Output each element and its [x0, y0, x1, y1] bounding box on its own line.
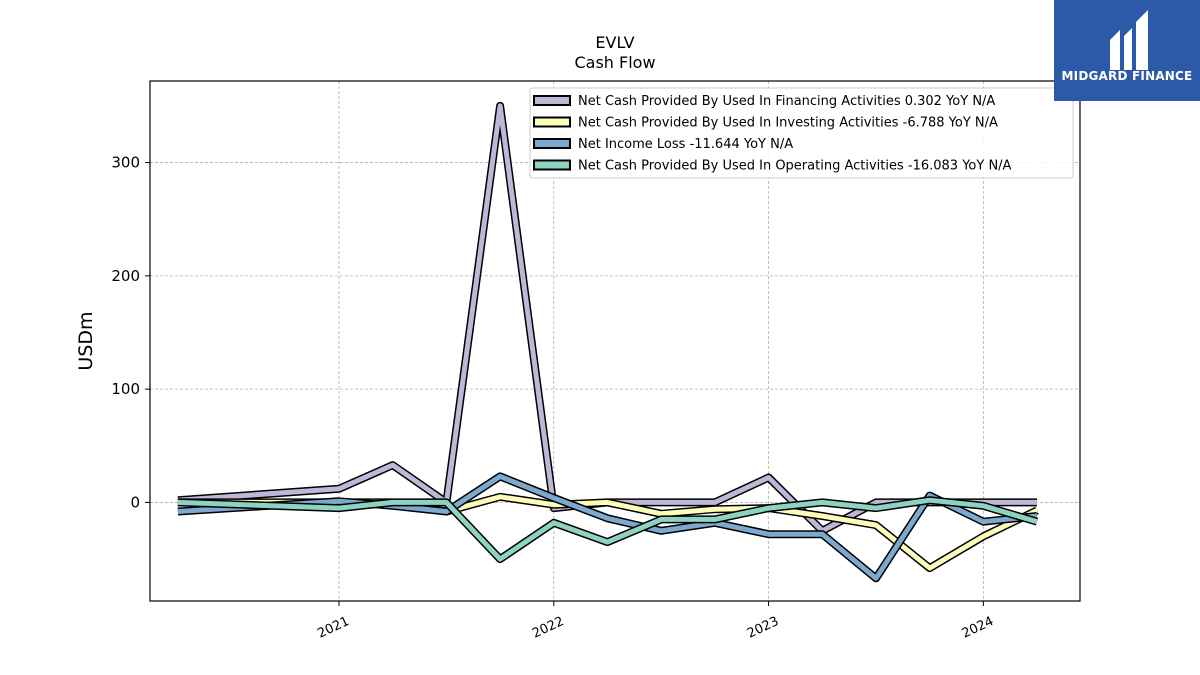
legend-entry: Net Cash Provided By Used In Investing A… — [578, 116, 998, 131]
logo-text: MIDGARD FINANCE — [1061, 69, 1193, 83]
y-axis-label: USDm — [75, 311, 97, 370]
plot-frame — [149, 80, 1081, 602]
legend: Net Cash Provided By Used In Financing A… — [529, 87, 1074, 179]
chart-subtitle: Cash Flow — [574, 53, 656, 72]
legend-entry: Net Cash Provided By Used In Financing A… — [578, 94, 995, 109]
series-line — [177, 497, 1038, 562]
legend-entry: Net Cash Provided By Used In Operating A… — [578, 159, 1012, 174]
series-3 — [177, 472, 1038, 583]
legend-swatch — [533, 138, 571, 149]
x-tick-label: 2024 — [960, 614, 996, 642]
series-lines — [177, 101, 1039, 583]
y-tick-label: 300 — [111, 154, 140, 172]
midgard-finance-logo: MIDGARD FINANCE — [1054, 0, 1200, 101]
series-line — [177, 473, 1038, 581]
y-tick-label: 100 — [111, 380, 140, 398]
legend-swatch — [533, 95, 571, 106]
series-4 — [177, 496, 1039, 564]
x-tick-label: 2023 — [745, 614, 781, 642]
x-tick-label: 2022 — [530, 614, 566, 642]
x-tick-label: 2021 — [315, 614, 351, 642]
legend-swatch — [533, 159, 571, 171]
legend-swatch — [533, 116, 571, 128]
legend-box — [529, 87, 1074, 179]
legend-entry: Net Income Loss -11.644 YoY N/A — [578, 137, 793, 152]
chart-title: EVLV — [595, 33, 635, 52]
midgard-logo-icon — [1110, 10, 1148, 70]
y-tick-label: 0 — [130, 493, 140, 511]
y-tick-label: 200 — [111, 267, 140, 285]
